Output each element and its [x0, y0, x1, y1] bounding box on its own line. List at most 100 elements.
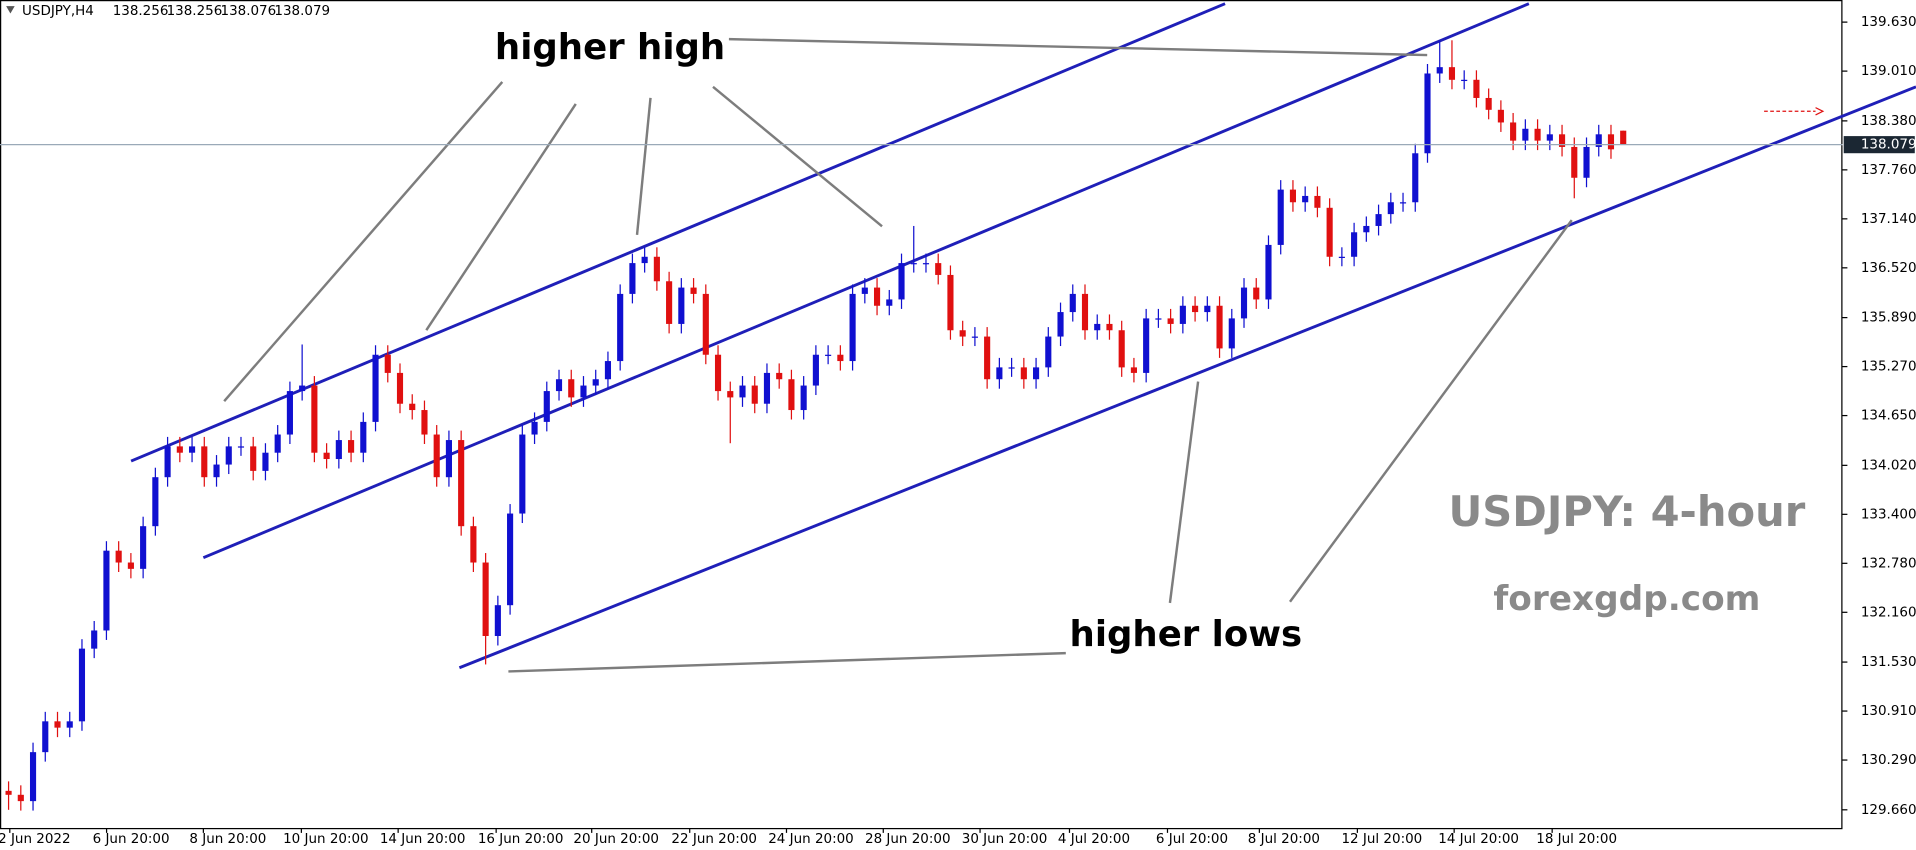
candle-body	[1558, 134, 1566, 147]
candle-body	[1534, 128, 1541, 141]
x-tick-label: 24 Jun 20:00	[768, 832, 854, 847]
x-tick-label: 14 Jul 20:00	[1438, 832, 1519, 847]
candle-body	[78, 648, 86, 722]
candle-body	[996, 367, 1003, 380]
candle-body	[1240, 287, 1248, 319]
candle-body	[1485, 97, 1492, 110]
watermark: USDJPY: 4-hour	[1448, 487, 1805, 536]
plot-frame	[0, 0, 1843, 830]
y-tick-label: 130.290	[1861, 753, 1916, 768]
candle-body	[1595, 134, 1602, 147]
candle-body	[91, 630, 98, 649]
candle-body	[5, 790, 12, 795]
candle-body	[959, 330, 966, 337]
candle-body	[751, 385, 758, 404]
channel-upper	[130, 2, 1226, 463]
candle-body	[1057, 312, 1064, 337]
header-low: 138.076	[221, 4, 277, 19]
candle-body	[812, 354, 819, 386]
candle-body	[286, 391, 293, 435]
x-tick-label: 6 Jun 20:00	[93, 832, 170, 847]
candle-body	[396, 372, 404, 404]
candle-body	[1522, 128, 1529, 141]
candle-body	[1277, 189, 1284, 245]
candle-body	[1020, 367, 1027, 380]
candle-body	[580, 385, 587, 398]
annotation: higher high	[495, 27, 725, 68]
watermark: forexgdp.com	[1493, 579, 1760, 619]
header-close: 138.079	[274, 4, 330, 19]
candle-body	[482, 562, 489, 637]
candle-body	[1204, 305, 1211, 313]
candle-body	[1510, 122, 1517, 141]
candle-body	[140, 526, 147, 569]
candle-body	[1497, 109, 1504, 123]
candle-body	[1094, 323, 1101, 331]
candle-body	[641, 256, 648, 264]
y-tick-label: 138.380	[1861, 114, 1916, 129]
header-high: 138.256	[167, 4, 223, 19]
candle-body	[250, 446, 257, 471]
candle-body	[188, 446, 196, 453]
candle-body	[898, 263, 905, 300]
candle-body	[1118, 330, 1125, 368]
candle-body	[1228, 318, 1235, 349]
candle-body	[42, 721, 49, 753]
candle-body	[1375, 214, 1382, 226]
y-tick-label: 139.010	[1861, 64, 1916, 79]
candle-body	[886, 299, 893, 306]
candle-body	[1216, 305, 1223, 349]
current-price-box	[1843, 136, 1915, 154]
candle-body	[653, 256, 660, 282]
candle-body	[1045, 336, 1052, 368]
candle-body	[1424, 73, 1431, 154]
candle-body	[714, 354, 722, 392]
candle-body	[54, 721, 61, 728]
candle-body	[262, 452, 269, 471]
candle-body	[409, 403, 416, 411]
candle-body	[335, 440, 342, 460]
y-tick-label: 132.780	[1861, 556, 1916, 571]
y-tick-label: 135.270	[1861, 360, 1916, 375]
header-open: 138.256	[113, 4, 169, 19]
candle-body	[274, 434, 281, 453]
candle-body	[1607, 134, 1615, 150]
candle-body	[66, 721, 73, 728]
current-price-label: 138.079	[1861, 138, 1916, 153]
candle-body	[1546, 134, 1553, 141]
candle-body	[360, 421, 367, 453]
candle-body	[1155, 318, 1162, 320]
candle-body	[384, 354, 391, 373]
candle-body	[1399, 202, 1407, 204]
y-tick-label: 130.910	[1861, 704, 1916, 719]
candle-body	[348, 440, 355, 453]
candle-body	[519, 434, 526, 514]
y-tick-label: 136.520	[1861, 261, 1916, 276]
candle-body	[592, 379, 599, 386]
trend-lines	[130, 2, 1916, 673]
candle-body	[1448, 67, 1456, 80]
candle-body	[1033, 367, 1040, 380]
candle-body	[1620, 130, 1627, 145]
pointer-line	[508, 651, 1066, 673]
candle-body	[873, 287, 881, 306]
y-tick-label: 129.660	[1861, 803, 1916, 818]
candle-body	[947, 274, 954, 331]
candle-body	[568, 379, 575, 398]
candle-body	[763, 372, 771, 404]
candle-body	[164, 446, 171, 478]
candle-body	[1583, 146, 1590, 178]
candle-body	[372, 354, 379, 422]
candle-body	[788, 379, 795, 411]
candle-body	[1253, 287, 1260, 300]
candle-body	[629, 263, 636, 294]
x-tick-label: 16 Jun 20:00	[478, 832, 564, 847]
candle-body	[702, 293, 709, 355]
candle-body	[127, 562, 134, 569]
x-tick-label: 2 Jun 2022	[0, 832, 71, 847]
x-tick-label: 4 Jul 20:00	[1058, 832, 1130, 847]
candle-body	[739, 385, 746, 398]
candle-body	[1326, 207, 1333, 257]
header-icon	[6, 6, 15, 14]
candle-body	[103, 550, 110, 631]
